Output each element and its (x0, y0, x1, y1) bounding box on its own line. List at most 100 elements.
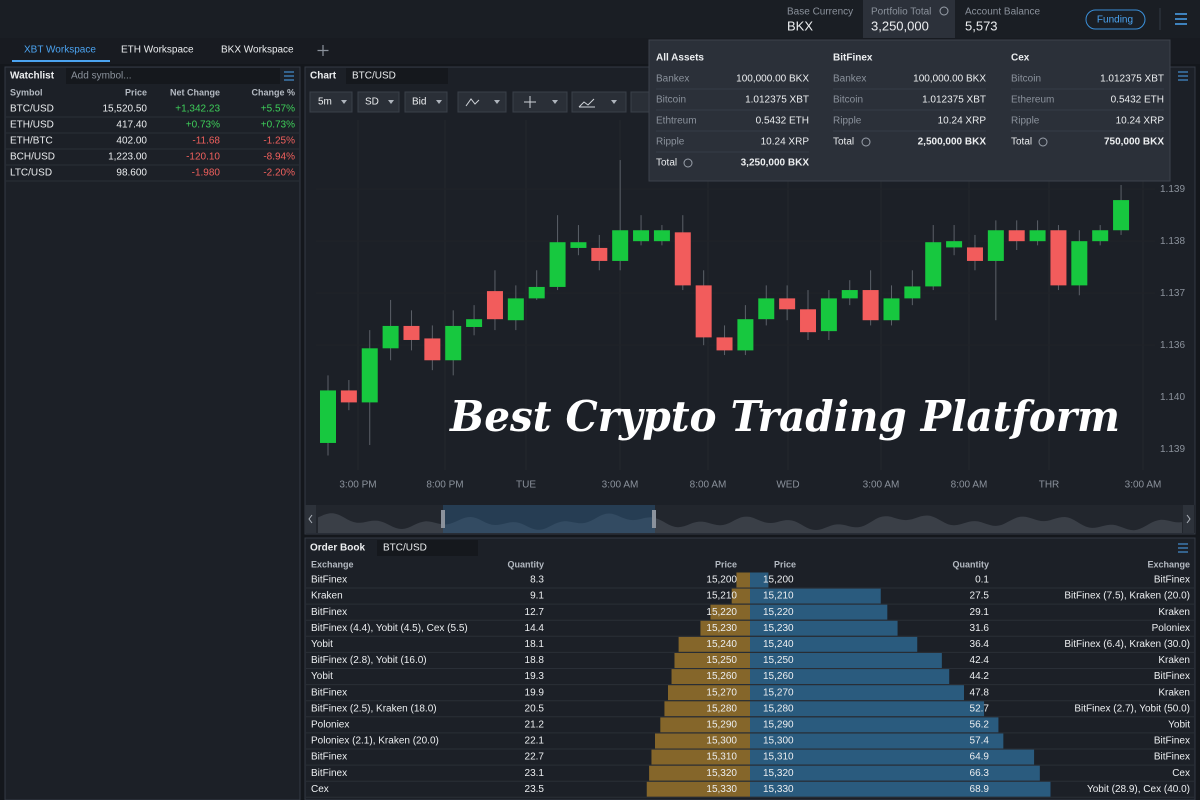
bid-exchange: Poloniex (2.1), Kraken (20.0) (311, 736, 439, 747)
toolbar-button[interactable] (512, 91, 568, 113)
ask-quantity: 57.4 (970, 736, 990, 747)
candle-body (737, 319, 754, 351)
funding-button[interactable]: Funding (1097, 15, 1133, 26)
asset-amount: 100,000.00 BKX (913, 74, 986, 85)
ask-exchange: BitFinex (7.5), Kraken (20.0) (1064, 591, 1190, 602)
bid-depth-bar (700, 620, 750, 636)
asset-name: Bitcoin (656, 95, 686, 106)
bid-quantity: 19.3 (525, 671, 545, 682)
bid-depth-bar (736, 572, 750, 588)
bid-price: 15,320 (706, 768, 737, 779)
workspace-tab[interactable]: ETH Workspace (121, 45, 194, 56)
toolbar-button[interactable] (457, 91, 507, 113)
order-book-symbol-input[interactable] (377, 540, 478, 556)
candle-body (820, 298, 837, 332)
x-tick-label: THR (1039, 480, 1060, 491)
arrow (552, 100, 558, 104)
dropdown-column-title: BitFinex (833, 53, 873, 64)
candle-body (528, 286, 545, 299)
ask-price: 15,200 (763, 575, 794, 586)
candle-body (674, 232, 691, 286)
base-currency: BKX (787, 18, 813, 33)
ask-depth-bar (750, 749, 1035, 765)
ask-depth-bar (750, 653, 942, 668)
column-header: Symbol (10, 87, 43, 97)
candle-body (800, 309, 817, 333)
candle-body (841, 290, 858, 299)
workspace-tab[interactable]: XBT Workspace (24, 45, 96, 56)
watchlist-cell: 402.00 (116, 136, 147, 147)
candle-body (904, 286, 921, 299)
order-book-symbol: BTC/USD (383, 543, 427, 554)
symbol-input[interactable] (66, 68, 280, 84)
chart-symbol-input[interactable] (346, 68, 448, 84)
candle-body (695, 285, 712, 338)
bid-exchange: BitFinex (311, 752, 347, 763)
ask-quantity: 42.4 (970, 655, 990, 666)
toolbar-button[interactable] (357, 91, 400, 113)
candle-body (883, 298, 900, 321)
funding-button[interactable] (1085, 9, 1146, 30)
ask-quantity: 68.9 (970, 784, 990, 795)
scroll-left[interactable] (305, 505, 316, 533)
info-icon (939, 6, 949, 16)
portfolio-highlight[interactable] (863, 0, 955, 38)
toolbar-button[interactable] (404, 91, 448, 113)
ask-price: 15,250 (763, 655, 794, 666)
candle-body (925, 242, 942, 287)
ask-price: 15,310 (763, 752, 794, 763)
add-tab[interactable] (317, 45, 329, 56)
bid-price: 15,230 (706, 623, 737, 634)
candle-body (403, 325, 420, 340)
ask-quantity: 64.9 (970, 752, 990, 763)
menu-icon[interactable] (284, 71, 294, 81)
ask-quantity: 29.1 (970, 607, 990, 618)
column-header: Exchange (1147, 559, 1190, 569)
candle-body (1092, 230, 1109, 242)
candle-body (549, 242, 566, 287)
base-currency-label: Base Currency (787, 7, 853, 18)
toolbar-button[interactable] (630, 91, 652, 113)
watchlist-cell: ETH/USD (10, 120, 54, 131)
bid-depth-bar (674, 653, 750, 668)
watchlist-cell: 98.600 (116, 168, 147, 179)
bid-quantity: 19.9 (525, 687, 545, 698)
y-tick-label: 1.137 (1160, 288, 1185, 299)
bid-depth-bar (731, 588, 750, 604)
top-bar (0, 0, 1200, 38)
bid-price: 15,260 (706, 671, 737, 682)
asset-name: Bankex (656, 74, 689, 85)
y-tick-label: 1.139 (1160, 444, 1185, 455)
dropdown-column-title: All Assets (656, 53, 704, 64)
ask-exchange: BitFinex (1154, 736, 1190, 747)
bid-quantity: 9.1 (530, 591, 544, 602)
watchlist-cell: 417.40 (116, 120, 147, 131)
column-header: Price (715, 559, 737, 569)
candle-body (424, 338, 441, 361)
bid-depth-bar (649, 765, 750, 781)
total-value: 3,250,000 BKX (741, 158, 810, 169)
watchlist-cell: BTC/USD (10, 104, 54, 115)
menu-icon[interactable] (1178, 543, 1188, 553)
asset-name: Ripple (1011, 116, 1040, 127)
toolbar-button[interactable] (309, 91, 353, 113)
menu-icon[interactable] (1175, 13, 1187, 25)
bid-price: 15,290 (706, 720, 737, 731)
bid-quantity: 23.5 (525, 784, 545, 795)
toolbar-button[interactable] (571, 91, 627, 113)
ask-quantity: 52.7 (970, 703, 990, 714)
bid-depth-bar (667, 685, 750, 701)
candle-body (361, 348, 378, 403)
watchlist-cell: -1.25% (263, 136, 295, 147)
workspace-tab[interactable]: BKX Workspace (221, 45, 294, 56)
ask-price: 15,330 (763, 784, 794, 795)
bid-price: 15,220 (706, 607, 737, 618)
menu-icon[interactable] (1178, 71, 1188, 81)
dropdown-arrows (341, 100, 617, 104)
bid-depth-bar (646, 781, 750, 797)
navigator-window (443, 505, 655, 533)
bid-price: 15,210 (706, 591, 737, 602)
watchlist-cell: LTC/USD (10, 168, 52, 179)
candle-body (1113, 200, 1130, 231)
scroll-right[interactable] (1183, 505, 1194, 533)
